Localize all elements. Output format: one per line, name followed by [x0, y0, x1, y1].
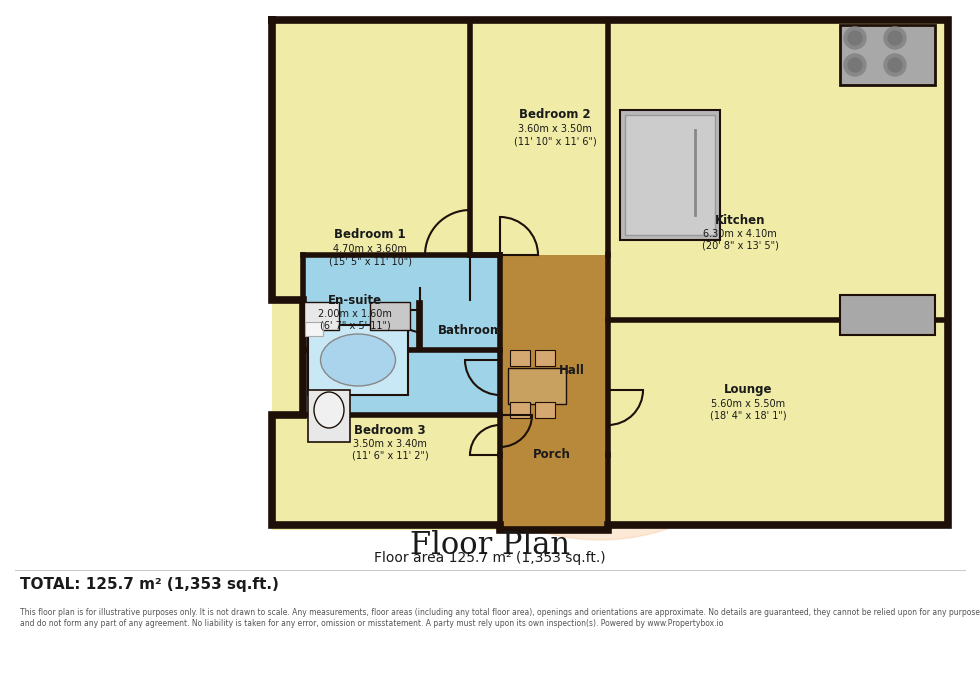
Circle shape — [884, 54, 906, 76]
Circle shape — [844, 54, 866, 76]
Text: (15' 5" x 11' 10"): (15' 5" x 11' 10") — [328, 256, 412, 266]
Text: Lounge: Lounge — [724, 383, 772, 397]
Polygon shape — [303, 255, 500, 415]
Bar — [840, 295, 935, 335]
Bar — [370, 302, 410, 330]
Bar — [510, 350, 530, 366]
Ellipse shape — [314, 392, 344, 428]
Text: Bathroom: Bathroom — [437, 324, 503, 337]
Text: TOTAL: 125.7 m² (1,353 sq.ft.): TOTAL: 125.7 m² (1,353 sq.ft.) — [20, 578, 279, 593]
Text: This floor plan is for illustrative purposes only. It is not drawn to scale. Any: This floor plan is for illustrative purp… — [20, 608, 980, 628]
Text: 4.70m x 3.60m: 4.70m x 3.60m — [333, 244, 407, 254]
Bar — [620, 110, 720, 240]
Ellipse shape — [320, 334, 396, 386]
Bar — [625, 115, 715, 235]
Bar — [535, 402, 555, 418]
Circle shape — [848, 31, 862, 45]
Circle shape — [844, 27, 866, 49]
Text: Hall: Hall — [559, 364, 585, 377]
Bar — [416, 300, 422, 350]
Text: Kitchen: Kitchen — [714, 213, 765, 226]
Circle shape — [884, 27, 906, 49]
Text: 3.60m x 3.50m: 3.60m x 3.50m — [518, 124, 592, 134]
Polygon shape — [608, 20, 948, 525]
Text: (11' 6" x 11' 2"): (11' 6" x 11' 2") — [352, 451, 428, 461]
Text: Porch: Porch — [533, 449, 571, 462]
Text: 3.50m x 3.40m: 3.50m x 3.40m — [353, 439, 427, 449]
Text: En-suite: En-suite — [328, 294, 382, 307]
Polygon shape — [500, 255, 608, 530]
Polygon shape — [500, 455, 608, 530]
Bar — [510, 402, 530, 418]
Polygon shape — [608, 255, 948, 525]
Text: 5.60m x 5.50m: 5.60m x 5.50m — [710, 399, 785, 409]
Polygon shape — [272, 20, 500, 300]
Text: (18' 4" x 18' 1"): (18' 4" x 18' 1") — [710, 411, 786, 421]
Bar — [305, 322, 323, 336]
Bar — [535, 350, 555, 366]
Text: 6.30m x 4.10m: 6.30m x 4.10m — [703, 229, 777, 239]
Bar — [304, 302, 339, 330]
Text: Floor area 125.7 m² (1,353 sq.ft.): Floor area 125.7 m² (1,353 sq.ft.) — [374, 551, 606, 565]
Polygon shape — [272, 300, 500, 530]
Text: Floor Plan: Floor Plan — [410, 530, 570, 560]
Polygon shape — [303, 300, 420, 350]
Bar — [308, 325, 408, 395]
Text: Bedroom 3: Bedroom 3 — [354, 423, 426, 436]
Bar — [508, 368, 566, 404]
Text: (11' 10" x 11' 6"): (11' 10" x 11' 6") — [514, 136, 597, 146]
Bar — [308, 390, 350, 442]
Circle shape — [390, 120, 810, 540]
Text: (20' 8" x 13' 5"): (20' 8" x 13' 5") — [702, 241, 778, 251]
Bar — [840, 25, 935, 85]
Polygon shape — [470, 20, 608, 255]
Circle shape — [888, 58, 902, 72]
Text: 2.00m x 1.60m: 2.00m x 1.60m — [318, 309, 392, 319]
Circle shape — [888, 31, 902, 45]
Text: Bedroom 2: Bedroom 2 — [519, 108, 591, 121]
Text: (6' 7" x 5' 11"): (6' 7" x 5' 11") — [319, 321, 390, 331]
Text: Bedroom 1: Bedroom 1 — [334, 228, 406, 241]
Circle shape — [848, 58, 862, 72]
